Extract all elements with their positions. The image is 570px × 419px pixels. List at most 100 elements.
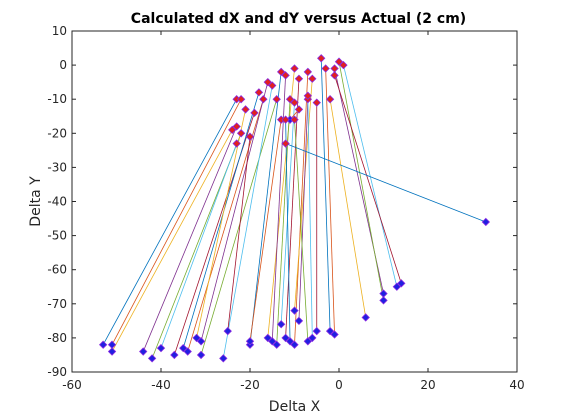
pair-line — [182, 92, 260, 349]
pair-line — [196, 109, 246, 338]
actual-point — [245, 337, 255, 346]
calculated-point — [263, 77, 272, 87]
pair-line — [111, 129, 233, 352]
calculated-point — [268, 81, 277, 90]
pair-line — [320, 58, 331, 332]
y-tick-label: -60 — [47, 263, 67, 277]
axis-ticks: -60 -40 -20 0 20 40 10 0 -10 -20 -30 -40 -50 -60 -70 -8… — [47, 24, 524, 392]
pair-line — [294, 78, 313, 311]
pair-line — [334, 75, 402, 284]
actual-point — [272, 340, 281, 349]
y-tick-label: -20 — [47, 126, 67, 140]
y-tick-label: 0 — [59, 58, 67, 72]
calculated-point — [250, 108, 259, 118]
connecting-lines — [102, 58, 486, 359]
calculated-point — [308, 74, 317, 83]
y-tick-label: -10 — [47, 92, 67, 106]
actual-point — [263, 333, 272, 343]
y-tick-label: -90 — [47, 365, 67, 379]
pair-line — [276, 99, 291, 345]
x-tick-label: -60 — [62, 378, 82, 392]
calculated-point — [232, 122, 241, 131]
x-tick-label: -40 — [151, 378, 171, 392]
actual-point — [223, 326, 232, 336]
actual-point — [290, 340, 299, 349]
actual-point — [392, 282, 402, 291]
y-tick-label: 10 — [52, 24, 67, 38]
actual-point — [325, 326, 335, 336]
y-tick-label: -50 — [47, 229, 67, 243]
y-axis-label: Delta Y — [28, 176, 44, 227]
actual-point — [290, 306, 299, 315]
pair-line — [343, 65, 398, 287]
x-tick-label: 40 — [509, 378, 524, 392]
pair-line — [325, 68, 335, 335]
actual-point — [179, 343, 188, 353]
pair-line — [200, 82, 269, 342]
calculated-point — [294, 105, 304, 114]
pair-line — [200, 99, 278, 356]
actual-point — [196, 337, 206, 346]
calculated-point — [339, 60, 348, 70]
calculated-point — [317, 54, 326, 63]
x-tick-label: -20 — [240, 378, 260, 392]
pair-line — [160, 143, 238, 349]
chart-title: Calculated dX and dY versus Actual (2 cm… — [131, 11, 466, 27]
calculated-point — [334, 57, 344, 66]
y-tick-label: -30 — [47, 160, 67, 174]
actual-point — [361, 313, 370, 322]
actual-point — [268, 337, 277, 346]
actual-point — [303, 337, 313, 346]
actual-point — [192, 333, 201, 343]
pair-line — [294, 119, 309, 342]
x-tick-label: 0 — [335, 378, 343, 392]
y-tick-label: -70 — [47, 297, 67, 311]
calculated-point — [281, 139, 290, 148]
calculated-point — [290, 98, 299, 107]
pair-line — [142, 126, 238, 352]
calculated-point — [276, 67, 286, 77]
calculated-point — [232, 139, 241, 148]
actual-point — [379, 296, 388, 305]
calculated-point — [290, 115, 299, 124]
pair-line — [249, 119, 282, 342]
calculated-point — [281, 71, 290, 80]
pair-line — [227, 136, 251, 332]
calculated-point — [236, 129, 246, 138]
pair-line — [102, 99, 238, 345]
calculated-point — [285, 95, 295, 104]
calculated-point — [294, 74, 304, 83]
pair-line — [298, 99, 309, 321]
actual-point — [139, 347, 148, 356]
pair-line — [294, 71, 309, 345]
pair-line — [329, 99, 367, 318]
actual-point — [170, 350, 179, 360]
pair-line — [222, 85, 273, 359]
calculated-point — [228, 125, 237, 135]
actual-point — [276, 320, 286, 329]
x-axis-label: Delta X — [269, 399, 321, 415]
actual-point — [156, 343, 166, 353]
calculated-point — [290, 64, 299, 73]
actual-point — [481, 217, 491, 227]
y-tick-label: -40 — [47, 195, 67, 209]
actual-point — [219, 354, 228, 363]
calculated-point — [241, 105, 250, 114]
pair-line — [338, 61, 384, 301]
calculated-point — [325, 95, 335, 104]
calculated-point — [330, 71, 339, 80]
pair-line — [285, 78, 300, 338]
calculated-point — [281, 115, 290, 124]
pair-line — [307, 95, 313, 338]
calculated-point — [321, 64, 330, 73]
pair-line — [285, 119, 291, 342]
calculated-point — [312, 98, 321, 107]
actual-point — [107, 347, 117, 356]
pair-line — [249, 71, 282, 345]
data-markers — [98, 54, 491, 363]
y-tick-label: -80 — [47, 331, 67, 345]
calculated-point — [259, 95, 268, 104]
actual-point — [312, 326, 321, 336]
